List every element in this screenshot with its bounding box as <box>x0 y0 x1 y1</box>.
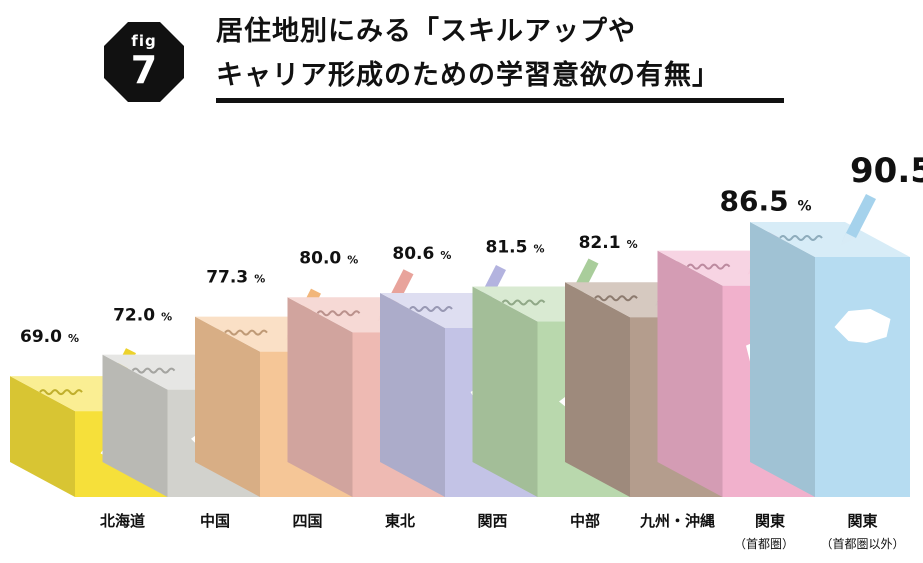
category-label-7: 九州・沖縄 <box>639 512 715 530</box>
category-label-3: 四国 <box>292 512 322 530</box>
scribble-3 <box>224 329 268 336</box>
bar-side-face-5 <box>380 292 445 497</box>
value-label-6: 81.5 <box>486 238 528 258</box>
chart-title: 居住地別にみる「スキルアップや キャリア形成のための学習意欲の有無」 <box>216 10 816 98</box>
bar-top-face-9 <box>750 222 910 257</box>
scribble-2 <box>131 367 176 374</box>
category-label-8: 関東 <box>755 512 785 530</box>
value-label-4: 80.0 <box>299 248 341 268</box>
category-label-4: 東北 <box>385 512 415 530</box>
value-unit-3: % <box>254 273 265 286</box>
value-unit-5: % <box>440 249 451 262</box>
category-sublabel-8: （首都圏） <box>734 537 794 551</box>
bar-9 <box>750 194 910 497</box>
chart-title-line-1: 居住地別にみる「スキルアップや <box>216 16 636 47</box>
category-label-5: 関西 <box>477 512 507 530</box>
scribble-1 <box>39 389 83 396</box>
value-unit-4: % <box>347 253 358 266</box>
scribble-5 <box>409 305 453 312</box>
value-label-2: 72.0 <box>113 306 155 326</box>
value-unit-8: % <box>798 199 812 215</box>
bar-front-face-9 <box>815 257 910 497</box>
value-label-7: 82.1 <box>579 233 621 253</box>
value-label-3: 77.3 <box>206 268 248 288</box>
category-label-2: 中国 <box>200 512 230 530</box>
figure-number: 7 <box>130 48 158 92</box>
scribble-4 <box>316 310 361 317</box>
category-label-1: 北海道 <box>100 512 145 530</box>
octagon-badge-icon <box>104 22 184 102</box>
value-unit-2: % <box>161 311 172 324</box>
figure-badge: fig 7 <box>104 22 184 102</box>
category-label-6: 中部 <box>570 512 600 530</box>
value-label-5: 80.6 <box>392 244 434 264</box>
value-label-8: 86.5 <box>720 185 789 218</box>
bar-side-face-7 <box>565 282 630 497</box>
value-unit-7: % <box>627 238 638 251</box>
category-sublabel-9: （首都圏以外） <box>820 537 904 551</box>
scribble-6 <box>501 299 546 306</box>
bar-side-face-4 <box>287 297 353 497</box>
chart-title-line-2: キャリア形成のための学習意欲の有無」 <box>216 60 720 91</box>
bar-side-face-1 <box>10 376 75 497</box>
bar-side-face-8 <box>657 250 723 497</box>
kanto-other-shape-icon <box>834 309 891 343</box>
pencil-icon-9 <box>842 194 876 242</box>
scribble-8 <box>686 263 731 270</box>
figure-label: fig <box>131 32 157 50</box>
bar-side-face-2 <box>102 354 168 497</box>
scribble-7 <box>594 295 638 302</box>
value-label-9: 90.5 <box>850 151 923 191</box>
value-unit-1: % <box>68 332 79 345</box>
scribble-9 <box>779 235 823 241</box>
pencil-tip-9 <box>840 233 856 246</box>
bar-side-face-9 <box>750 222 815 497</box>
bar-side-face-6 <box>472 286 538 497</box>
category-label-9: 関東 <box>847 512 877 530</box>
value-label-1: 69.0 <box>20 327 62 347</box>
bar-side-face-3 <box>195 316 260 497</box>
value-unit-6: % <box>534 243 545 256</box>
title-underline <box>216 98 784 103</box>
